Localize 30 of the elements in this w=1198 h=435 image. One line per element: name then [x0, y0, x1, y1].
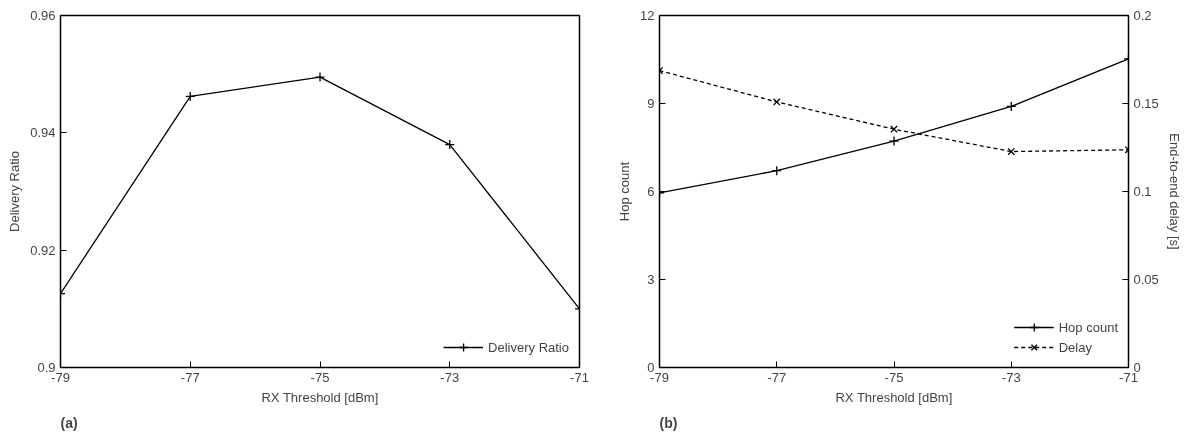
y-tick-label: 0.92	[30, 242, 56, 258]
legend-label: Delay	[1058, 339, 1092, 355]
y-axis-title: Hop count	[617, 161, 633, 222]
text: (b)	[659, 414, 678, 431]
text: (a)	[60, 414, 78, 431]
y-tick-label: 0	[647, 360, 655, 375]
legend-label: Hop count	[1058, 319, 1118, 335]
y-tick-label: 0.96	[30, 8, 56, 23]
x-axis-title: RX Threshold [dBm]	[261, 389, 379, 405]
y2-tick-label: 0.15	[1133, 96, 1159, 111]
y2-tick-label: 0.05	[1133, 272, 1159, 287]
y2-tick-label: 0.1	[1133, 184, 1152, 199]
x-tick-label: -73	[440, 369, 460, 385]
y-tick-label: 0.9	[37, 360, 56, 375]
x-tick-label: -73	[1001, 369, 1021, 385]
x-tick-label: -77	[180, 369, 200, 385]
y2-tick-label: 0.2	[1133, 8, 1152, 23]
legend-label: Delivery Ratio	[488, 339, 569, 355]
y-tick-label: 6	[647, 184, 655, 199]
x-axis-title: RX Threshold [dBm]	[835, 389, 953, 405]
x-tick-label: -71	[570, 369, 589, 385]
x-tick-label: -75	[310, 369, 330, 385]
x-tick-label: -77	[767, 369, 787, 385]
y-tick-label: 9	[647, 96, 655, 111]
x-tick-label: -75	[884, 369, 904, 385]
y-tick-label: 3	[647, 272, 655, 287]
y-axis-title: Delivery Ratio	[7, 151, 23, 232]
y2-axis-title: End-to-end delay [s]	[1166, 133, 1182, 250]
y-tick-label: 12	[640, 8, 655, 23]
y-tick-label: 0.94	[30, 125, 56, 141]
